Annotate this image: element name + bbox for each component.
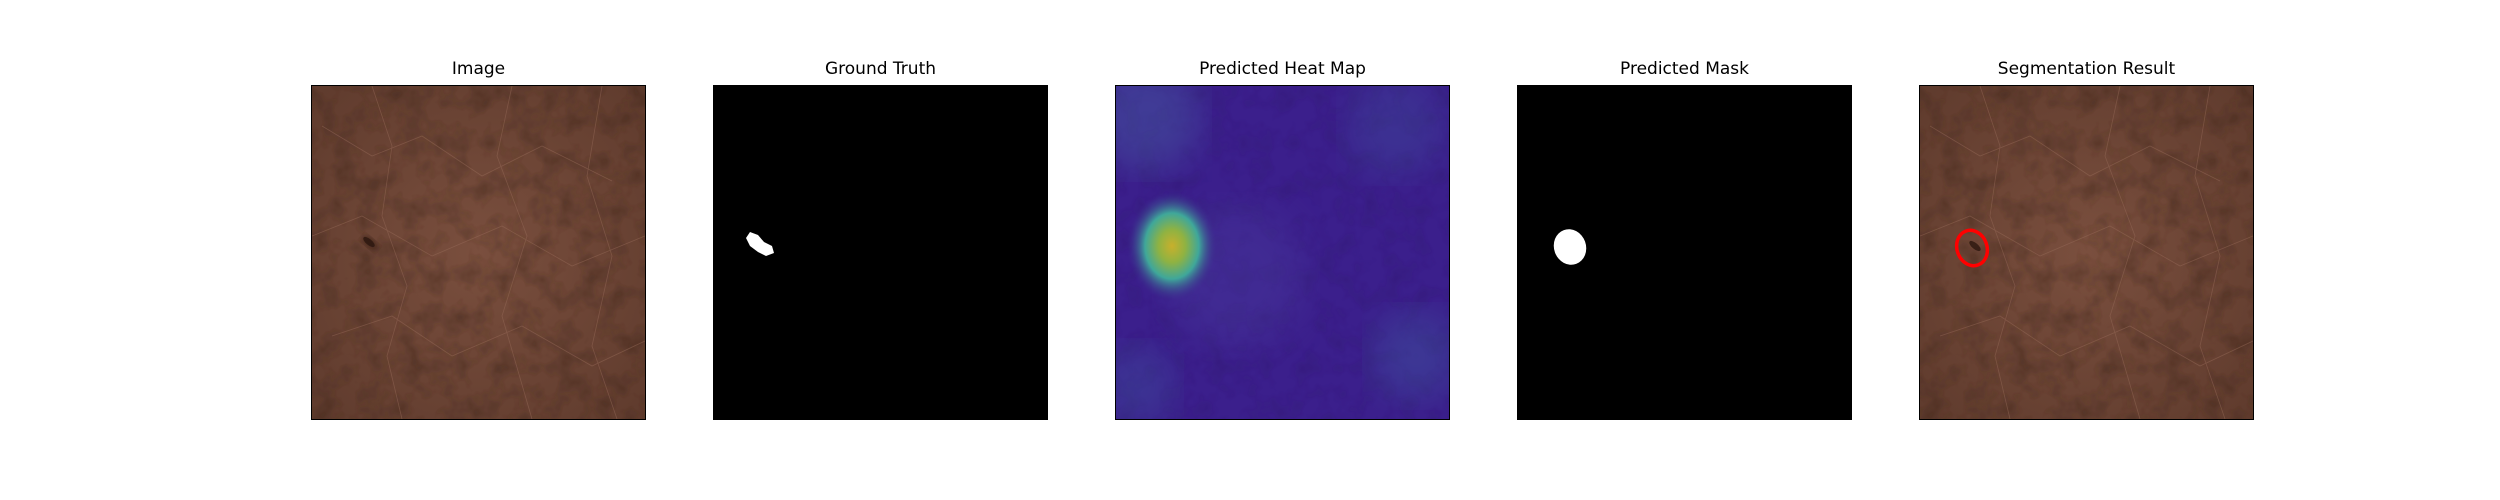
leather-image	[311, 85, 646, 420]
segmentation-contour	[1954, 228, 1990, 268]
panel-title: Segmentation Result	[1997, 59, 2176, 79]
ground-truth-mask	[713, 85, 1048, 420]
panel-heat-map: Predicted Heat Map	[1115, 0, 1450, 500]
panel-predicted-mask: Predicted Mask	[1517, 0, 1852, 500]
panel-title: Predicted Mask	[1620, 59, 1749, 79]
panel-segmentation-result: Segmentation Result	[1919, 0, 2254, 500]
predicted-region	[1553, 229, 1587, 265]
panel-title: Ground Truth	[824, 59, 937, 79]
heat-map	[1115, 85, 1450, 420]
panel-ground-truth: Ground Truth	[713, 0, 1048, 500]
defect-region	[746, 232, 774, 256]
segmentation-result	[1919, 85, 2254, 420]
heat-hotspot	[1127, 191, 1217, 301]
panel-image: Image	[311, 0, 646, 500]
panel-title: Image	[451, 59, 506, 79]
predicted-mask	[1517, 85, 1852, 420]
panel-title: Predicted Heat Map	[1199, 59, 1366, 79]
